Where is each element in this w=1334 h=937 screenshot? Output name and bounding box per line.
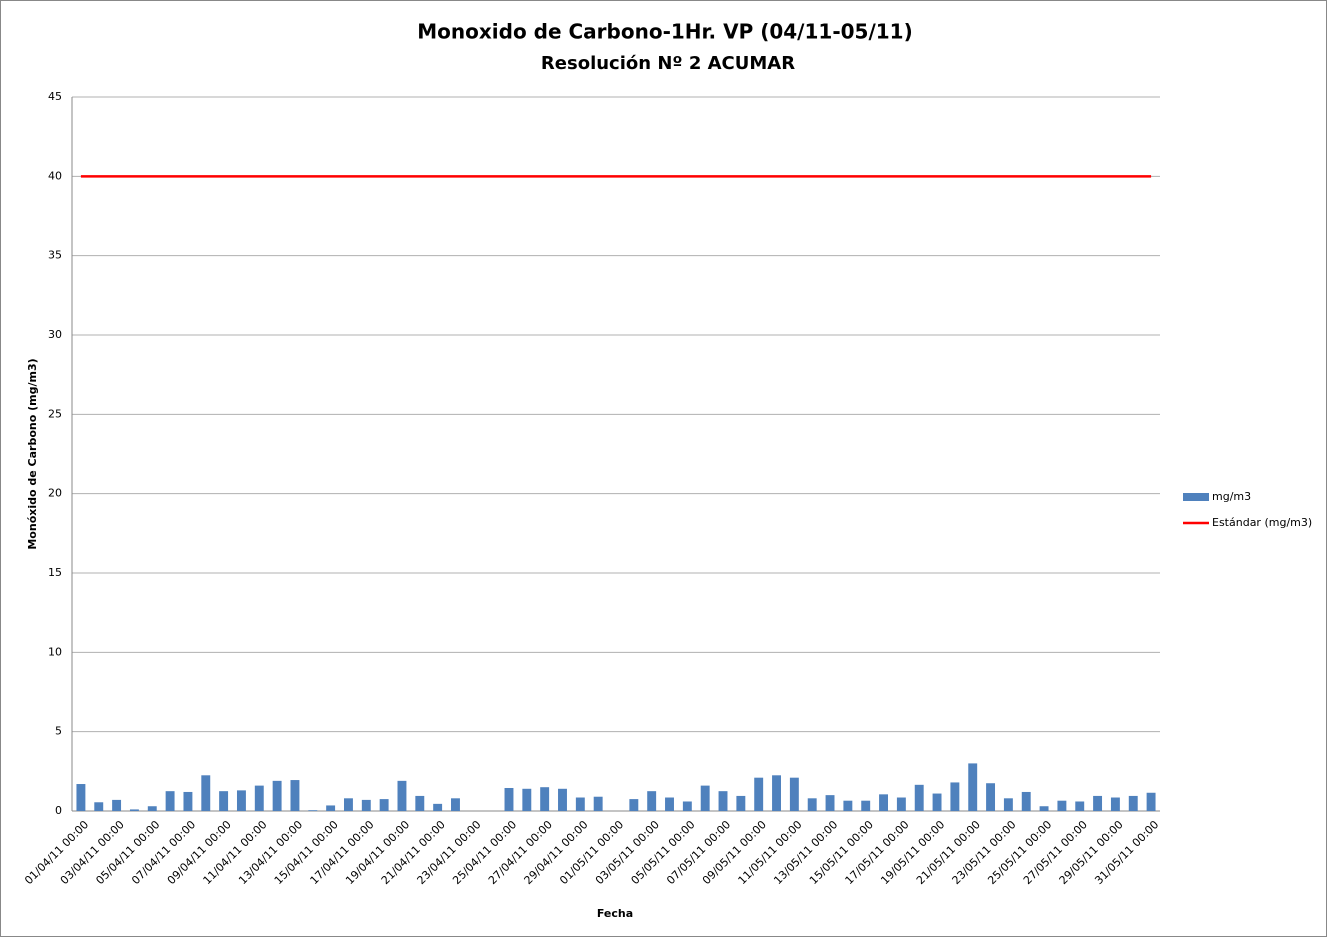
bar [451,798,460,811]
bar [1128,795,1138,811]
bar [290,780,300,811]
bar [968,763,978,811]
bar [522,788,532,811]
bar [379,799,389,811]
bar [718,791,728,811]
bar [700,785,710,811]
bar [558,788,567,811]
legend-label: Estándar (mg/m3) [1212,516,1312,529]
y-tick-label: 30 [48,328,62,341]
bar [1039,806,1049,811]
bar [236,790,246,811]
bar [647,791,657,811]
y-tick-label: 45 [48,90,62,103]
bar [540,787,550,811]
bar [344,798,353,811]
y-tick-label: 35 [48,249,62,262]
bar [76,784,86,811]
bar [165,791,175,811]
bar [1075,801,1085,811]
chart-title: Monoxido de Carbono-1Hr. VP (04/11-05/11… [417,20,912,44]
bar [1093,795,1103,811]
bar [825,795,835,811]
bar [112,799,122,811]
bar [397,780,407,811]
legend-swatch [1183,493,1209,501]
bar [575,797,585,811]
bar [272,780,282,811]
y-tick-label: 25 [48,407,62,420]
y-tick-label: 5 [55,725,62,738]
bar [914,784,924,811]
y-tick-label: 10 [48,645,62,658]
y-tick-label: 15 [48,566,62,579]
bar [415,795,425,811]
bar [94,802,104,811]
bar [593,796,603,811]
bar [1003,798,1013,811]
y-axis-title: Monóxido de Carbono (mg/m3) [26,358,39,549]
bar [326,805,336,811]
bar [183,791,193,811]
legend-label: mg/m3 [1212,490,1251,503]
bar [807,798,817,811]
bar [789,777,799,811]
chart-subtitle: Resolución Nº 2 ACUMAR [541,53,795,74]
bar [665,797,674,811]
bar [896,797,906,811]
bar [950,782,960,811]
bar [754,777,764,811]
y-tick-label: 40 [48,169,62,182]
bar [879,794,888,811]
bar [219,791,229,811]
bar [682,801,692,811]
bar [308,810,318,811]
bar [772,775,781,811]
bar [1146,792,1156,811]
bar [986,783,996,811]
bar [201,775,211,811]
bar [932,793,942,811]
bar [736,795,746,811]
bar [147,806,157,811]
bar [1057,800,1067,811]
bar [129,809,139,811]
y-tick-label: 0 [55,804,62,817]
y-tick-label: 20 [48,487,62,500]
bar [629,799,639,811]
bar [1110,797,1120,811]
bar [254,785,264,811]
bar [433,803,443,811]
bar [1021,791,1031,811]
bar [843,800,853,811]
bar [361,799,371,811]
bar [861,800,871,811]
bar [504,787,514,811]
x-axis-title: Fecha [597,907,633,920]
